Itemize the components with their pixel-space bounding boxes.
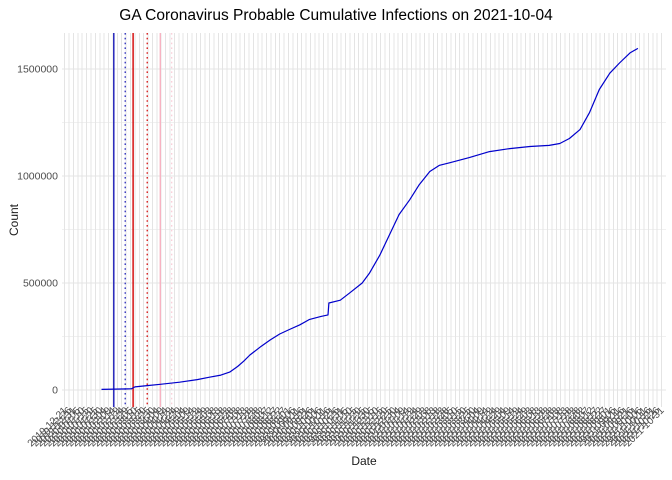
- x-axis-title: Date: [351, 454, 377, 468]
- intervention-vlines: [113, 33, 173, 407]
- x-tick-labels: 2019-12-212019-12-262019-12-312020-01-05…: [26, 405, 667, 449]
- y-major-gridlines: [62, 68, 666, 391]
- series-lines: [101, 47, 639, 390]
- y-tick-label: 0: [52, 385, 58, 397]
- chart-title: GA Coronavirus Probable Cumulative Infec…: [119, 7, 553, 24]
- x-gridlines: [64, 33, 663, 407]
- y-tick-label: 1000000: [17, 171, 58, 183]
- y-tick-label: 500000: [23, 278, 58, 290]
- y-tick-label: 1500000: [17, 64, 58, 76]
- series-line-probable-cumulative-infections: [101, 47, 639, 390]
- y-tick-labels: 0 500000 1000000 1500000: [17, 64, 58, 397]
